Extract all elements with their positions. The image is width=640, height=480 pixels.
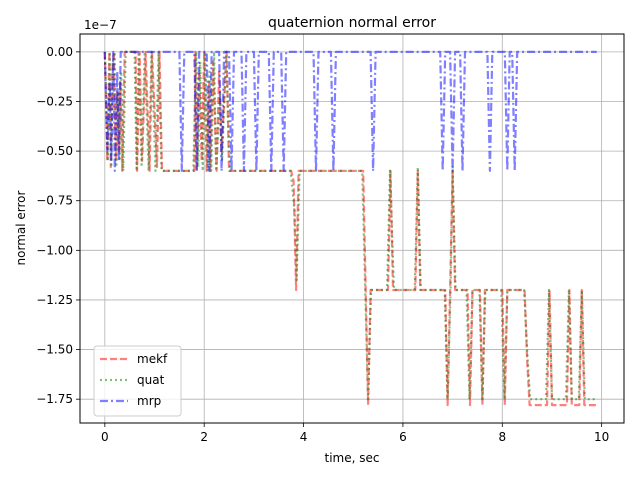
y-axis-label: normal error	[14, 190, 28, 265]
legend-label-mrp: mrp	[137, 394, 161, 408]
x-axis-ticks: 0 2 4 6 8 10	[101, 423, 609, 444]
y-tick-label: −0.75	[36, 194, 73, 208]
series-layer	[103, 50, 597, 407]
x-tick-label: 2	[200, 430, 208, 444]
legend: mekf quat mrp	[93, 345, 182, 417]
x-tick-label: 6	[399, 430, 407, 444]
y-axis-ticks: 0.00 −0.25 −0.50 −0.75 −1.00 −1.25 −1.50 −1.75	[36, 45, 80, 406]
y-tick-label: 0.00	[46, 45, 73, 59]
series-line-mrp	[103, 50, 597, 172]
y-tick-label: −1.25	[36, 293, 73, 307]
x-tick-label: 0	[101, 430, 109, 444]
x-tick-label: 8	[498, 430, 506, 444]
grid	[80, 34, 624, 423]
x-tick-label: 10	[594, 430, 609, 444]
legend-label-mekf: mekf	[137, 352, 168, 366]
legend-frame	[93, 345, 182, 417]
y-tick-label: −1.00	[36, 243, 73, 257]
x-axis-label: time, sec	[325, 451, 380, 465]
y-tick-label: −0.25	[36, 94, 73, 108]
plot-frame	[79, 33, 625, 424]
y-tick-label: −0.50	[36, 144, 73, 158]
legend-label-quat: quat	[137, 373, 165, 387]
chart-title: quaternion normal error	[268, 15, 436, 31]
x-tick-label: 4	[300, 430, 308, 444]
y-tick-label: −1.50	[36, 343, 73, 357]
y-tick-label: −1.75	[36, 392, 73, 406]
y-offset-text: 1e−7	[84, 18, 117, 32]
